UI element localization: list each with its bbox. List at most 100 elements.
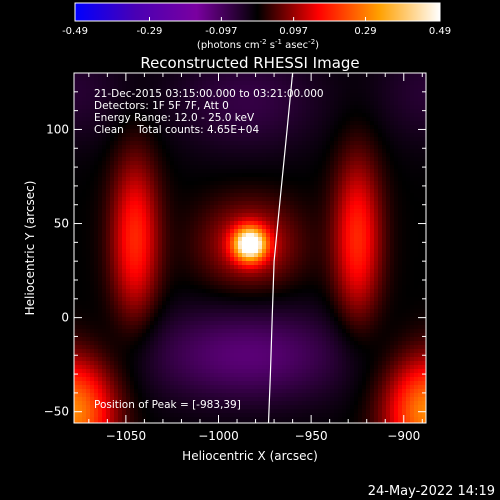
heatmap-cell bbox=[382, 245, 387, 250]
heatmap-cell bbox=[186, 205, 191, 210]
heatmap-cell bbox=[278, 277, 283, 282]
heatmap-cell bbox=[130, 165, 135, 170]
heatmap-cell bbox=[170, 133, 175, 138]
heatmap-cell bbox=[278, 185, 283, 190]
heatmap-cell bbox=[182, 217, 187, 222]
heatmap-cell bbox=[74, 141, 79, 146]
heatmap-cell bbox=[110, 269, 115, 274]
heatmap-cell bbox=[230, 257, 235, 262]
heatmap-cell bbox=[286, 253, 291, 258]
heatmap-cell bbox=[126, 265, 131, 270]
heatmap-cell bbox=[402, 89, 407, 94]
heatmap-cell bbox=[162, 169, 167, 174]
heatmap-cell bbox=[150, 85, 155, 90]
heatmap-cell bbox=[150, 173, 155, 178]
heatmap-cell bbox=[202, 89, 207, 94]
heatmap-cell bbox=[106, 297, 111, 302]
heatmap-cell bbox=[234, 149, 239, 154]
heatmap-cell bbox=[298, 245, 303, 250]
heatmap-cell bbox=[286, 101, 291, 106]
heatmap-cell bbox=[234, 77, 239, 82]
heatmap-cell bbox=[230, 221, 235, 226]
heatmap-cell bbox=[78, 93, 83, 98]
heatmap-cell bbox=[194, 113, 199, 118]
heatmap-cell bbox=[178, 185, 183, 190]
heatmap-cell bbox=[418, 245, 423, 250]
heatmap-cell bbox=[78, 265, 83, 270]
heatmap-cell bbox=[382, 177, 387, 182]
heatmap-cell bbox=[198, 101, 203, 106]
heatmap-cell bbox=[142, 233, 147, 238]
heatmap-cell bbox=[330, 289, 335, 294]
heatmap-cell bbox=[262, 265, 267, 270]
heatmap-cell bbox=[174, 225, 179, 230]
heatmap-cell bbox=[338, 117, 343, 122]
heatmap-cell bbox=[330, 137, 335, 142]
heatmap-cell bbox=[286, 85, 291, 90]
heatmap-cell bbox=[406, 117, 411, 122]
heatmap-cell bbox=[294, 245, 299, 250]
heatmap-cell bbox=[246, 277, 251, 282]
heatmap-cell bbox=[214, 189, 219, 194]
heatmap-cell bbox=[378, 249, 383, 254]
heatmap-cell bbox=[102, 285, 107, 290]
heatmap-cell bbox=[102, 101, 107, 106]
heatmap-cell bbox=[186, 189, 191, 194]
heatmap-cell bbox=[410, 145, 415, 150]
heatmap-cell bbox=[222, 109, 227, 114]
heatmap-cell bbox=[422, 157, 426, 162]
heatmap-cell bbox=[374, 217, 379, 222]
heatmap-cell bbox=[318, 269, 323, 274]
heatmap-cell bbox=[186, 157, 191, 162]
heatmap-cell bbox=[334, 233, 339, 238]
heatmap-cell bbox=[386, 133, 391, 138]
heatmap-cell bbox=[402, 221, 407, 226]
heatmap-cell bbox=[362, 189, 367, 194]
heatmap-cell bbox=[202, 165, 207, 170]
heatmap-cell bbox=[78, 237, 83, 242]
heatmap-cell bbox=[290, 205, 295, 210]
heatmap-cell bbox=[274, 157, 279, 162]
heatmap-cell bbox=[266, 133, 271, 138]
heatmap-cell bbox=[230, 113, 235, 118]
heatmap-cell bbox=[190, 169, 195, 174]
heatmap-cell bbox=[394, 149, 399, 154]
heatmap-cell bbox=[170, 117, 175, 122]
heatmap-cell bbox=[350, 85, 355, 90]
heatmap-cell bbox=[182, 117, 187, 122]
heatmap-cell bbox=[134, 277, 139, 282]
heatmap-cell bbox=[78, 185, 83, 190]
heatmap-cell bbox=[346, 241, 351, 246]
heatmap-cell bbox=[98, 81, 103, 86]
heatmap-cell bbox=[110, 209, 115, 214]
heatmap-cell bbox=[166, 145, 171, 150]
heatmap-cell bbox=[94, 201, 99, 206]
heatmap-cell bbox=[202, 241, 207, 246]
heatmap-cell bbox=[110, 213, 115, 218]
heatmap-cell bbox=[266, 237, 271, 242]
heatmap-cell bbox=[310, 77, 315, 82]
heatmap-cell bbox=[122, 277, 127, 282]
heatmap-cell bbox=[406, 189, 411, 194]
heatmap-cell bbox=[418, 281, 423, 286]
heatmap-cell bbox=[338, 193, 343, 198]
heatmap-cell bbox=[370, 289, 375, 294]
heatmap-cell bbox=[282, 165, 287, 170]
heatmap-cell bbox=[82, 205, 87, 210]
heatmap-cell bbox=[322, 253, 327, 258]
heatmap-cell bbox=[166, 189, 171, 194]
heatmap-cell bbox=[278, 153, 283, 158]
heatmap-cell bbox=[218, 97, 223, 102]
heatmap-cell bbox=[310, 177, 315, 182]
heatmap-cell bbox=[342, 181, 347, 186]
heatmap-cell bbox=[302, 241, 307, 246]
heatmap-cell bbox=[94, 269, 99, 274]
heatmap-cell bbox=[178, 93, 183, 98]
heatmap-cell bbox=[262, 181, 267, 186]
heatmap-cell bbox=[254, 253, 259, 258]
heatmap-cell bbox=[390, 277, 395, 282]
heatmap-cell bbox=[170, 261, 175, 266]
heatmap-cell bbox=[314, 101, 319, 106]
heatmap-cell bbox=[174, 293, 179, 298]
heatmap-cell bbox=[106, 149, 111, 154]
